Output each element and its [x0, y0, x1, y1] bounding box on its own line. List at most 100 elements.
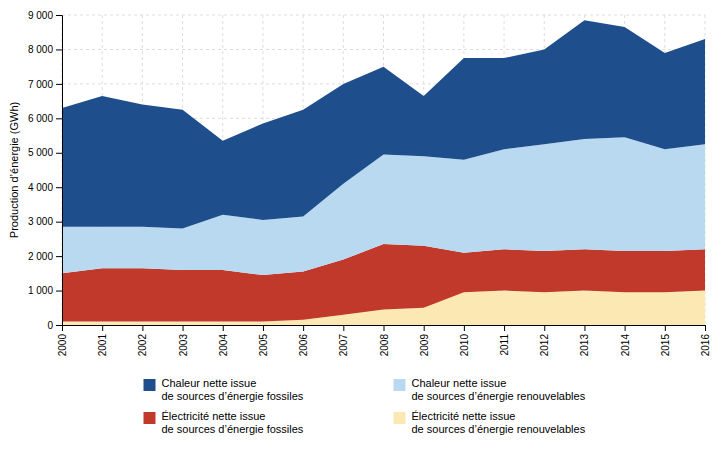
- legend-item: Électricité nette issuede sources d’éner…: [394, 410, 586, 435]
- legend-item: Chaleur nette issuede sources d’énergie …: [144, 377, 304, 402]
- y-tick-mark: [56, 291, 62, 292]
- legend-label-line: de sources d’énergie renouvelables: [412, 423, 586, 435]
- y-tick: 3 000: [28, 216, 62, 227]
- legend-label-line: de sources d’énergie fossiles: [162, 390, 304, 402]
- legend-swatch: [394, 379, 406, 391]
- y-tick-label: 1 000: [28, 285, 53, 296]
- legend-label-line: Chaleur nette issue: [162, 377, 257, 389]
- y-tick-label: 4 000: [28, 182, 53, 193]
- x-tick-mark: [223, 325, 224, 331]
- y-tick-mark: [56, 222, 62, 223]
- y-tick: 6 000: [28, 113, 62, 124]
- y-tick: 2 000: [28, 251, 62, 262]
- area: [62, 20, 705, 228]
- x-tick-label: 2013: [579, 334, 590, 357]
- x-tick-mark: [625, 325, 626, 331]
- y-tick-mark: [56, 49, 62, 50]
- x-tick-label: 2002: [137, 334, 148, 357]
- areas: [62, 20, 705, 325]
- y-tick: 8 000: [28, 44, 62, 55]
- x-tick: 2016: [700, 325, 711, 356]
- x-axis-line: [63, 326, 706, 332]
- legend-label-line: Chaleur nette issue: [412, 377, 507, 389]
- legend-swatch: [394, 412, 406, 424]
- y-tick: 1 000: [28, 285, 62, 296]
- x-tick-mark: [142, 325, 143, 331]
- legend-item: Électricité nette issuede sources d’éner…: [144, 410, 304, 435]
- x-tick-label: 2014: [620, 334, 631, 357]
- x-tick-label: 2015: [660, 334, 671, 357]
- x-tick-mark: [343, 325, 344, 331]
- y-tick: 0: [47, 320, 62, 331]
- x-tick-mark: [183, 325, 184, 331]
- x-tick-mark: [102, 325, 103, 331]
- y-tick: 7 000: [28, 79, 62, 90]
- x-tick: 2000: [57, 325, 68, 356]
- y-tick-mark: [56, 187, 62, 188]
- legend-label: Électricité nette issuede sources d’éner…: [412, 410, 586, 435]
- y-axis: 0 1 000 2 000 3 000 4 000 5 000 6 000 7 000 8 00…: [28, 10, 63, 331]
- x-tick-label: 2003: [178, 334, 189, 357]
- legend-label-line: Électricité nette issue: [412, 410, 516, 422]
- x-tick: 2007: [338, 325, 349, 356]
- x-tick-label: 2007: [338, 334, 349, 357]
- legend-label-line: de sources d’énergie fossiles: [162, 423, 304, 435]
- x-tick: 2009: [419, 325, 430, 356]
- y-tick-mark: [56, 325, 62, 326]
- y-tick-mark: [56, 84, 62, 85]
- x-tick: 2011: [499, 325, 510, 356]
- y-tick: 9 000: [28, 10, 62, 21]
- x-tick-label: 2000: [57, 334, 68, 357]
- x-tick: 2005: [258, 325, 269, 356]
- x-tick: 2001: [97, 325, 108, 356]
- y-axis-line: [56, 16, 63, 326]
- grid: [62, 15, 705, 325]
- x-tick-mark: [303, 325, 304, 331]
- x-tick: 2003: [178, 325, 189, 356]
- y-tick-label: 9 000: [28, 10, 53, 21]
- x-tick: 2012: [539, 325, 550, 356]
- y-tick-label: 5 000: [28, 147, 53, 158]
- x-tick-label: 2008: [379, 334, 390, 357]
- legend-label: Chaleur nette issuede sources d’énergie …: [412, 377, 586, 402]
- y-axis-title: Production d’énergie (GWh): [8, 102, 20, 238]
- x-tick-label: 2012: [539, 334, 550, 357]
- x-tick-label: 2001: [97, 334, 108, 357]
- y-tick-label: 8 000: [28, 44, 53, 55]
- x-tick: 2002: [137, 325, 148, 356]
- x-tick: 2015: [660, 325, 671, 356]
- y-tick-mark: [56, 118, 62, 119]
- x-tick: 2008: [379, 325, 390, 356]
- x-tick-mark: [464, 325, 465, 331]
- y-tick-mark: [56, 256, 62, 257]
- x-tick-mark: [384, 325, 385, 331]
- x-tick-mark: [504, 325, 505, 331]
- x-tick-label: 2010: [459, 334, 470, 357]
- x-tick: 2013: [579, 325, 590, 356]
- x-tick-mark: [705, 325, 706, 331]
- y-tick-label: 0: [47, 320, 53, 331]
- x-tick-mark: [544, 325, 545, 331]
- x-tick: 2010: [459, 325, 470, 356]
- legend: Chaleur nette issuede sources d’énergie …: [144, 377, 586, 435]
- y-tick-mark: [56, 15, 62, 16]
- x-tick-label: 2006: [298, 334, 309, 357]
- legend-label-line: de sources d’énergie renouvelables: [412, 390, 586, 402]
- x-tick: 2014: [620, 325, 631, 356]
- y-tick: 5 000: [28, 147, 62, 158]
- x-tick-label: 2004: [218, 334, 229, 357]
- legend-label-line: Électricité nette issue: [162, 410, 266, 422]
- x-tick-mark: [424, 325, 425, 331]
- x-tick: 2006: [298, 325, 309, 356]
- y-tick-label: 3 000: [28, 216, 53, 227]
- chart: 2000 2001 2002 2003 2004 2005 2006 2007 2008 2009…: [0, 0, 725, 450]
- x-tick-label: 2016: [700, 334, 711, 357]
- plot: 2000 2001 2002 2003 2004 2005 2006 2007 2008 2009…: [28, 10, 711, 357]
- x-tick-label: 2009: [419, 334, 430, 357]
- y-tick-mark: [56, 153, 62, 154]
- legend-item: Chaleur nette issuede sources d’énergie …: [394, 377, 586, 402]
- x-tick-label: 2005: [258, 334, 269, 357]
- x-tick-label: 2011: [499, 334, 510, 356]
- x-axis: 2000 2001 2002 2003 2004 2005 2006 2007 2008 2009…: [57, 325, 711, 356]
- legend-label: Chaleur nette issuede sources d’énergie …: [162, 377, 304, 402]
